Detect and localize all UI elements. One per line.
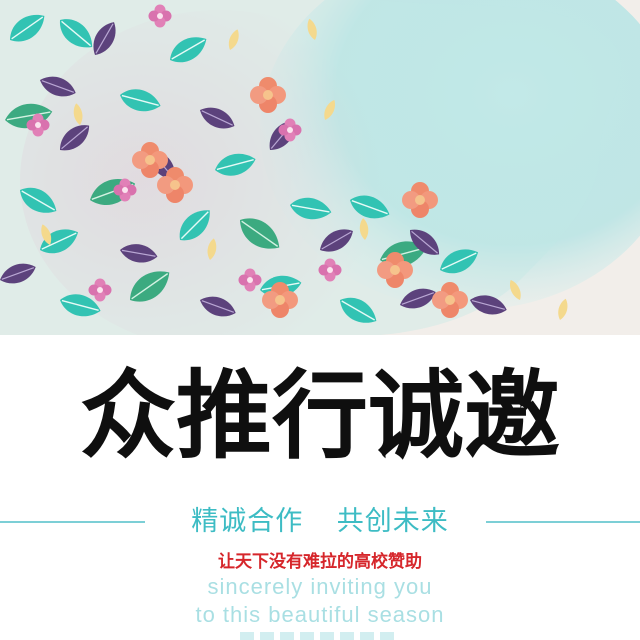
cropped-text-fragment [240, 632, 400, 640]
slogan-chinese: 让天下没有难拉的高校赞助 [218, 552, 422, 572]
divider-right [486, 521, 640, 523]
headline-title: 众推行诚邀 [80, 360, 560, 472]
tagline: 精诚合作 共创未来 [0, 505, 640, 539]
tagline-left: 精诚合作 [191, 506, 304, 537]
slogan-english-line-1: sincerely inviting you [207, 574, 433, 599]
slogan-english-line-2: to this beautiful season [195, 602, 445, 627]
watercolor-floral-art [0, 0, 640, 335]
divider-left [0, 521, 145, 523]
tagline-right: 共创未来 [336, 506, 449, 537]
floral-illustration [0, 0, 640, 335]
